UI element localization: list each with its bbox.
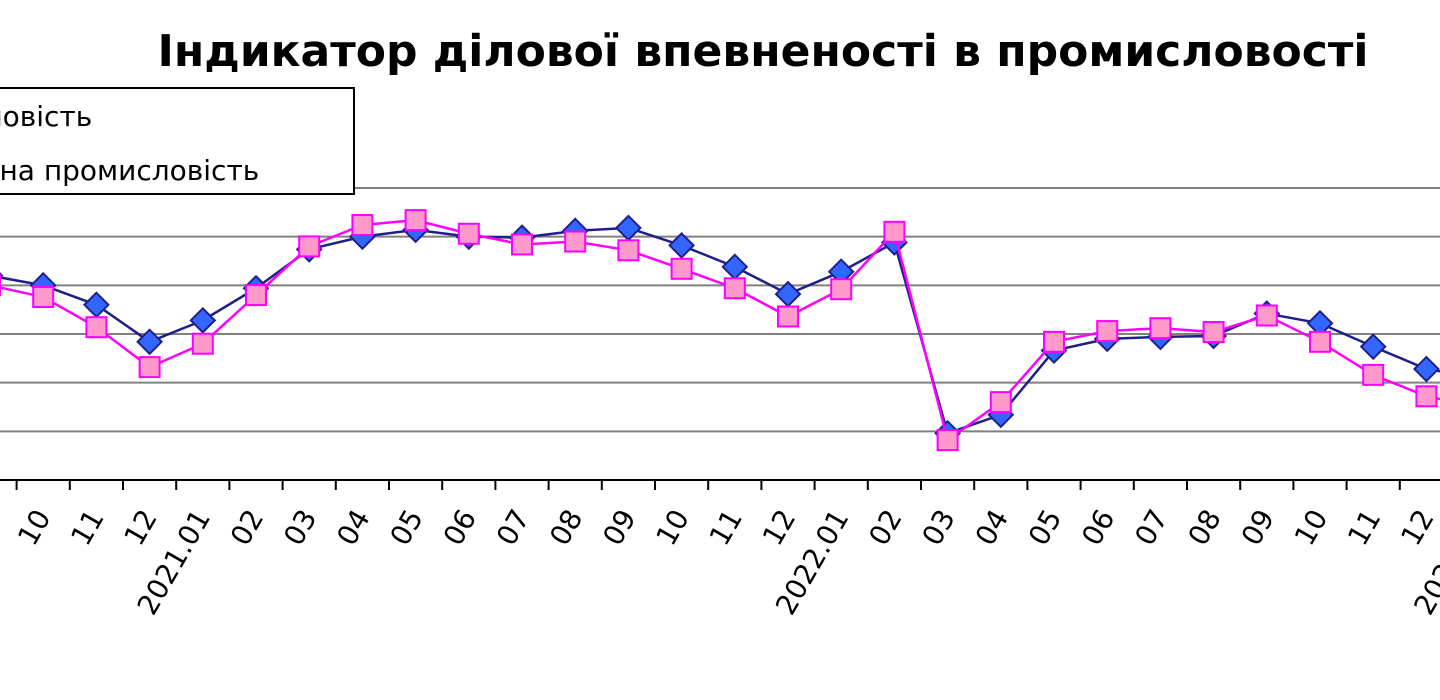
- data-point: [668, 232, 696, 259]
- data-point: [511, 233, 533, 256]
- x-axis: [0, 479, 1440, 490]
- data-point: [617, 239, 640, 262]
- data-point: [989, 391, 1012, 414]
- x-tick-label: 08: [543, 504, 589, 551]
- x-tick-label: 12: [756, 504, 802, 551]
- x-tick-label: 06: [1075, 504, 1121, 551]
- data-point: [298, 235, 321, 258]
- x-tick-label: 06: [437, 504, 483, 551]
- data-point: [82, 291, 110, 319]
- data-point: [936, 429, 959, 452]
- x-tick-label: 05: [1022, 504, 1068, 551]
- data-point: [351, 213, 374, 236]
- x-tick-label: 11: [703, 504, 749, 551]
- x-tick-label: 09: [1235, 504, 1281, 551]
- legend: Промисловість Переробна промисловість: [0, 87, 355, 195]
- legend-label-manufacturing: Переробна промисловість: [0, 154, 259, 187]
- x-tick-label: 02: [862, 504, 908, 551]
- x-tick-label: 04: [969, 504, 1015, 551]
- x-tick-label: 07: [1128, 504, 1174, 551]
- x-tick-label: 10: [11, 504, 57, 551]
- x-tick-label: 10: [649, 504, 695, 551]
- data-point: [1202, 321, 1225, 344]
- grid: [0, 187, 1440, 433]
- data-point: [189, 306, 217, 334]
- data-point: [1359, 333, 1387, 361]
- data-point: [1043, 330, 1065, 353]
- data-point: [1096, 320, 1119, 343]
- x-tick-label: 02: [224, 504, 270, 551]
- x-tick-label: 12: [117, 504, 163, 551]
- data-point: [457, 222, 480, 245]
- x-tick-label: 11: [64, 504, 110, 551]
- data-point: [1149, 317, 1172, 340]
- x-tick-label: 08: [1181, 504, 1227, 551]
- data-point: [138, 356, 161, 379]
- x-tick-label: 07: [490, 504, 536, 551]
- series-group: [0, 209, 1440, 452]
- x-tick-label: 04: [330, 504, 376, 551]
- data-point: [191, 332, 214, 355]
- data-point: [721, 253, 749, 281]
- data-point: [830, 278, 853, 301]
- data-point: [1255, 304, 1278, 327]
- series-manufacturing: [0, 209, 1440, 452]
- data-point: [883, 220, 906, 243]
- x-tick-label: 10: [1288, 504, 1334, 551]
- data-point: [723, 277, 746, 300]
- data-point: [32, 286, 55, 309]
- data-point: [85, 316, 108, 339]
- data-point: [1415, 385, 1438, 408]
- data-point: [564, 230, 587, 253]
- data-point: [1309, 330, 1331, 353]
- x-tick-label: 09: [596, 504, 642, 551]
- x-tick-label: 03: [915, 504, 961, 551]
- x-tick-label: 11: [1341, 504, 1387, 551]
- chart-title: Індикатор ділової впевненості в промисло…: [158, 26, 1369, 77]
- legend-label-industry: Промисловість: [0, 100, 92, 133]
- x-tick-label: 12: [1394, 504, 1440, 551]
- data-point: [777, 305, 799, 328]
- data-point: [245, 284, 267, 307]
- data-point: [670, 257, 693, 280]
- legend-box: [0, 87, 355, 195]
- data-point: [136, 328, 164, 356]
- x-tick-label: 05: [383, 504, 429, 551]
- data-point: [404, 209, 427, 232]
- data-point: [1412, 355, 1440, 383]
- data-point: [1362, 363, 1385, 386]
- x-tick-label: 03: [277, 504, 323, 551]
